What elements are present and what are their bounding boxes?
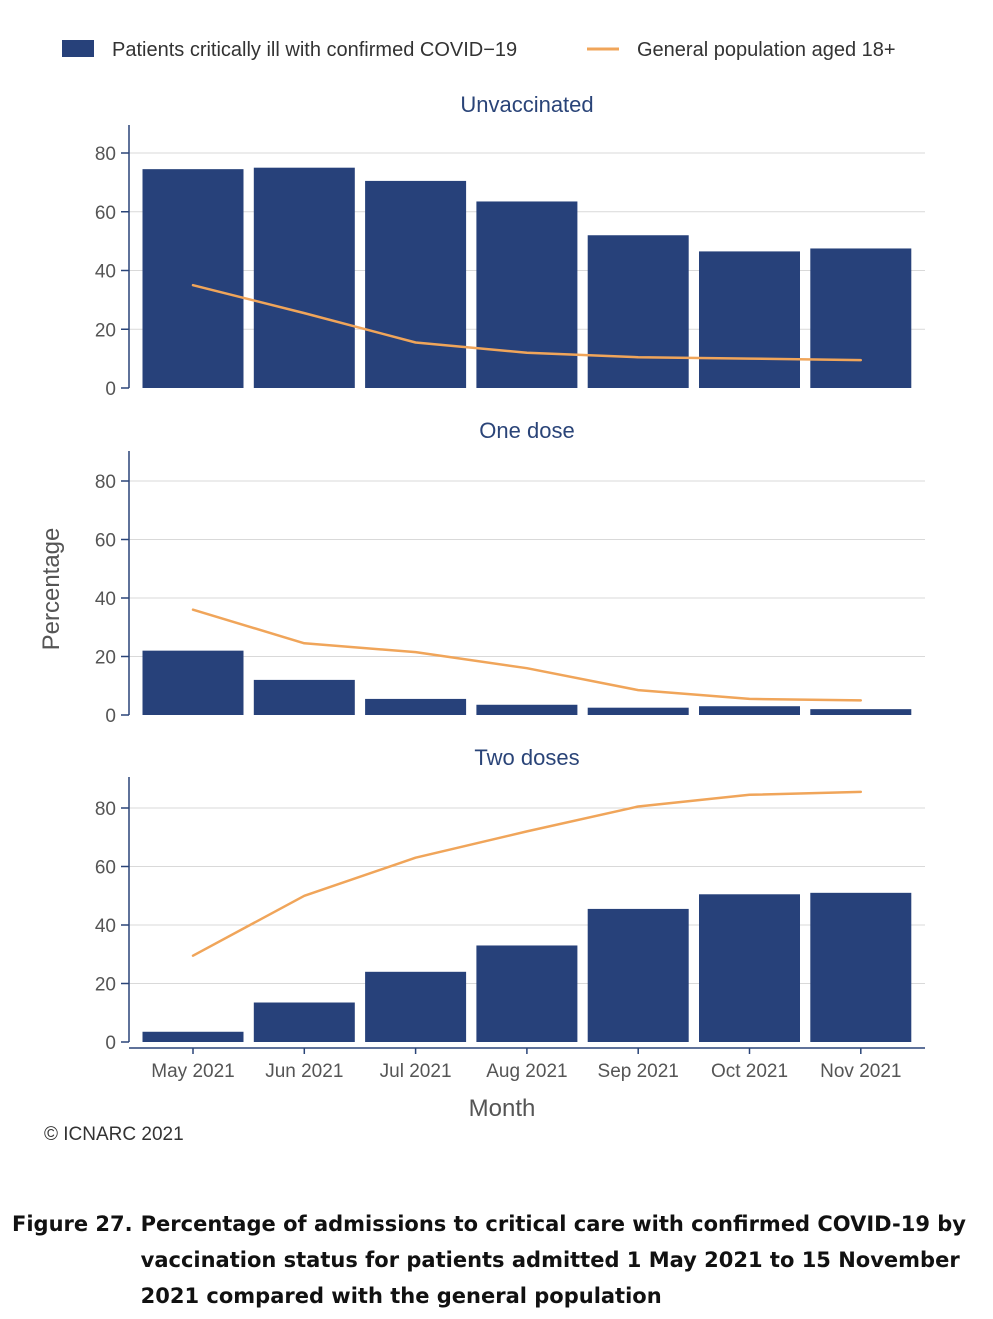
panel-title-unvaccinated: Unvaccinated <box>460 92 593 117</box>
bar-unvaccinated-2 <box>365 180 467 388</box>
bar-unvaccinated-5 <box>699 251 800 388</box>
bar-two-doses-2 <box>365 971 467 1042</box>
legend-label-population: General population aged 18+ <box>637 39 896 61</box>
bar-unvaccinated-0 <box>142 169 244 388</box>
bar-one-dose-1 <box>253 679 355 715</box>
panel-title-one-dose: One dose <box>479 418 574 443</box>
bar-unvaccinated-6 <box>810 248 912 388</box>
bar-two-doses-1 <box>253 1002 355 1042</box>
figure-caption: Figure 27. Percentage of admissions to c… <box>12 1206 974 1314</box>
bar-one-dose-3 <box>476 704 578 715</box>
x-tick-label: Jul 2021 <box>380 1061 452 1082</box>
y-tick-label: 0 <box>105 379 116 400</box>
bar-one-dose-5 <box>699 706 800 715</box>
x-tick-label: May 2021 <box>151 1061 234 1082</box>
legend-label-patients: Patients critically ill with confirmed C… <box>112 39 517 61</box>
y-tick-label: 40 <box>95 262 116 283</box>
population-line-one-dose <box>191 608 863 702</box>
y-tick-label: 80 <box>95 472 116 493</box>
population-line-unvaccinated <box>191 283 863 362</box>
y-tick-label: 80 <box>95 144 116 165</box>
y-axis-title: Percentage <box>38 528 65 651</box>
y-tick-label: 0 <box>105 706 116 727</box>
bar-unvaccinated-3 <box>476 201 578 388</box>
bar-one-dose-2 <box>365 698 467 715</box>
x-tick-label: Oct 2021 <box>711 1061 788 1082</box>
bar-two-doses-5 <box>699 894 800 1042</box>
panel-title-two-doses: Two doses <box>474 745 579 770</box>
x-tick-label: Aug 2021 <box>486 1061 567 1082</box>
y-tick-label: 60 <box>95 858 116 879</box>
y-tick-label: 40 <box>95 916 116 937</box>
x-axis-title: Month <box>469 1095 536 1122</box>
y-tick-label: 40 <box>95 589 116 610</box>
bar-two-doses-3 <box>476 945 578 1042</box>
y-tick-label: 80 <box>95 799 116 820</box>
copyright-text: © ICNARC 2021 <box>44 1124 184 1145</box>
x-tick-label: Jun 2021 <box>265 1061 343 1082</box>
y-tick-label: 20 <box>95 320 116 341</box>
y-tick-label: 20 <box>95 975 116 996</box>
figure-caption-text: Percentage of admissions to critical car… <box>140 1212 966 1308</box>
x-tick-label: Nov 2021 <box>820 1061 901 1082</box>
bar-two-doses-4 <box>587 908 689 1042</box>
bar-one-dose-4 <box>587 707 689 715</box>
x-tick-label: Sep 2021 <box>598 1061 679 1082</box>
y-tick-label: 60 <box>95 203 116 224</box>
population-line-two-doses <box>191 790 863 957</box>
bar-two-doses-6 <box>810 892 912 1042</box>
chart: Patients critically ill with confirmed C… <box>38 39 925 1122</box>
y-tick-label: 20 <box>95 648 116 669</box>
bar-one-dose-0 <box>142 650 244 715</box>
bar-unvaccinated-4 <box>587 235 689 388</box>
legend-bar-swatch <box>62 40 94 57</box>
y-tick-label: 60 <box>95 531 116 552</box>
figure-caption-label: Figure 27. <box>12 1212 133 1236</box>
bar-one-dose-6 <box>810 709 912 715</box>
y-tick-label: 0 <box>105 1033 116 1054</box>
bar-two-doses-0 <box>142 1031 244 1042</box>
bar-unvaccinated-1 <box>253 167 355 388</box>
